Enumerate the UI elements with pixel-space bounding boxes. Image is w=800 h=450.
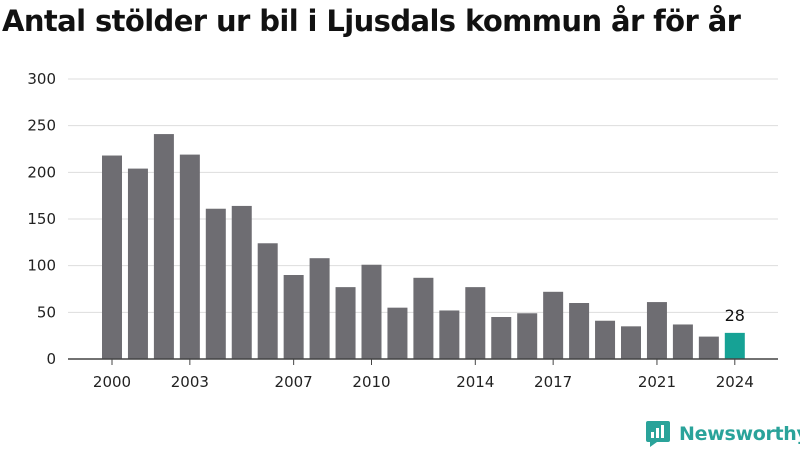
bar-2008 bbox=[309, 258, 330, 359]
bar-2006 bbox=[257, 243, 278, 359]
bar-2009 bbox=[335, 287, 356, 359]
brand-logo: Newsworthy bbox=[645, 420, 800, 448]
bar-2004 bbox=[205, 208, 226, 359]
x-tick-label-2017: 2017 bbox=[534, 373, 572, 391]
y-tick-label-100: 100 bbox=[27, 257, 56, 275]
bar-2007 bbox=[283, 275, 304, 359]
bar-2002 bbox=[153, 134, 174, 359]
y-tick-label-0: 0 bbox=[46, 350, 56, 368]
bar-2001 bbox=[127, 168, 148, 359]
bar-2012 bbox=[413, 277, 434, 359]
bar-2021 bbox=[646, 302, 667, 359]
x-tick-label-2021: 2021 bbox=[638, 373, 676, 391]
brand-name: Newsworthy bbox=[679, 423, 800, 445]
bar-2005 bbox=[231, 205, 252, 359]
bar-2023 bbox=[698, 336, 719, 359]
x-tick-label-2010: 2010 bbox=[352, 373, 390, 391]
bar-2011 bbox=[387, 307, 408, 359]
bar-2000 bbox=[102, 155, 122, 359]
x-tick-label-2014: 2014 bbox=[456, 373, 494, 391]
gridlines bbox=[68, 78, 778, 313]
x-tick-label-2024: 2024 bbox=[716, 373, 754, 391]
y-axis-tick-labels: 0 50 100 150 200 250 300 bbox=[27, 70, 56, 368]
bar-2015 bbox=[491, 317, 512, 359]
bar-2022 bbox=[672, 324, 693, 359]
bar-2019 bbox=[595, 320, 616, 359]
bar-2013 bbox=[439, 310, 460, 359]
x-tick-label-2000: 2000 bbox=[93, 373, 131, 391]
bar-2018 bbox=[569, 303, 590, 359]
newsworthy-logo-icon bbox=[646, 421, 670, 447]
data-labels: 28 bbox=[725, 306, 745, 325]
bar-2020 bbox=[621, 326, 641, 359]
y-tick-label-50: 50 bbox=[37, 303, 56, 321]
bar-2024 bbox=[724, 332, 745, 359]
bar-2016 bbox=[517, 313, 538, 359]
y-tick-label-250: 250 bbox=[27, 117, 56, 135]
bar-2003 bbox=[179, 154, 200, 359]
y-tick-label-150: 150 bbox=[27, 210, 56, 228]
x-axis-ticks: 2000 2003 2007 2010 2014 2017 2021 2024 bbox=[93, 359, 754, 391]
data-label-2024: 28 bbox=[725, 306, 745, 325]
y-tick-label-200: 200 bbox=[27, 163, 56, 181]
bar-2017 bbox=[543, 291, 564, 359]
bar-2014 bbox=[465, 287, 486, 359]
bar-2010 bbox=[361, 264, 382, 359]
x-tick-label-2007: 2007 bbox=[275, 373, 313, 391]
y-tick-label-300: 300 bbox=[27, 70, 56, 88]
chart-title: Antal stölder ur bil i Ljusdals kommun å… bbox=[2, 4, 741, 38]
bars bbox=[102, 134, 745, 359]
x-tick-label-2003: 2003 bbox=[171, 373, 209, 391]
